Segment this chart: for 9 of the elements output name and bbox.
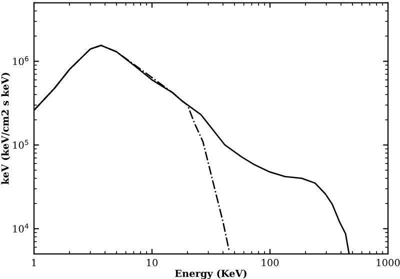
x-tick-label: 1 <box>32 258 36 266</box>
x-tick-label: 1000 <box>376 258 400 266</box>
x-tick-label: 10 <box>147 258 158 266</box>
x-tick-label: 100 <box>262 258 279 266</box>
y-tick-label: 10$^{6}$ <box>13 56 28 66</box>
y-axis-title: keV (keV/cm2 s keV) <box>1 72 10 184</box>
y-tick-label: 10$^{5}$ <box>13 140 28 149</box>
x-axis-title: Energy (KeV) <box>175 270 246 279</box>
y-tick-label: 10$^{4}$ <box>13 224 28 232</box>
